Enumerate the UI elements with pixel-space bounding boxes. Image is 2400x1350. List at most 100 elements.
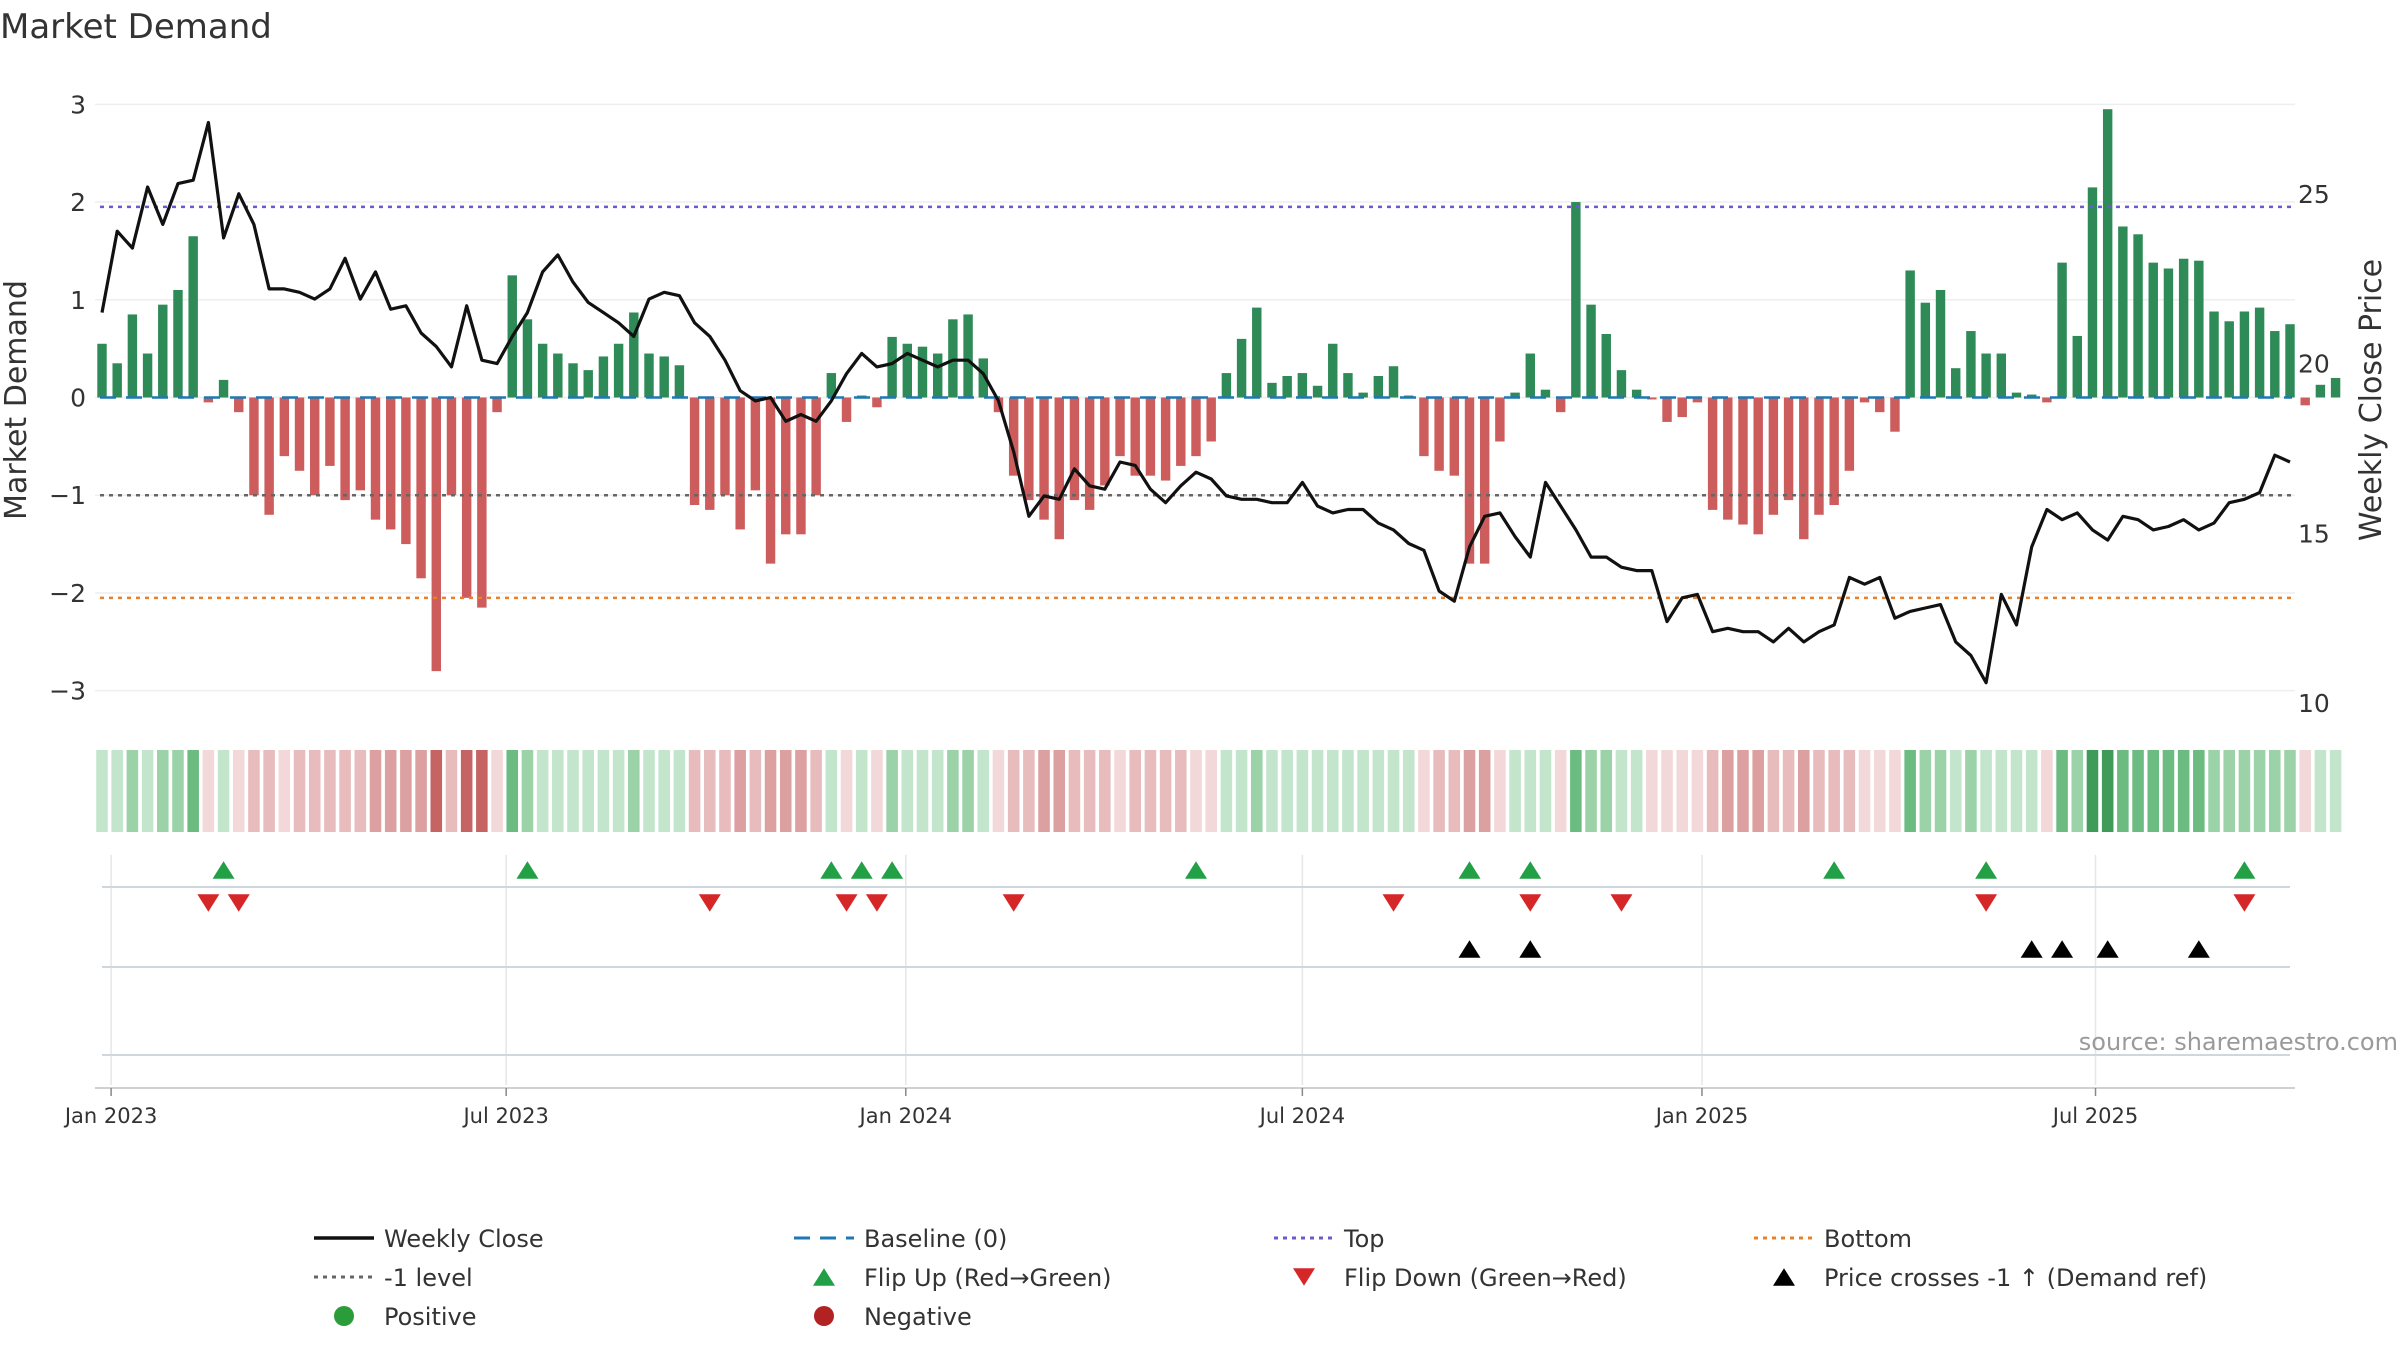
y-tick-label: −2 (49, 579, 86, 608)
demand-bar (477, 397, 487, 608)
heat-cell (1342, 750, 1354, 832)
x-tick-label: Jan 2024 (858, 1104, 953, 1128)
flip-down-marker (2233, 894, 2256, 912)
heat-cell (673, 750, 686, 832)
y-tick-label: 3 (70, 90, 86, 119)
flip-down-marker (835, 894, 858, 912)
demand-bar (735, 397, 745, 530)
heat-cell (567, 750, 579, 832)
demand-bar (1084, 397, 1095, 510)
flip-down-marker (1975, 894, 1998, 912)
demand-bar (1449, 397, 1460, 476)
demand-bar (1464, 397, 1475, 564)
legend-symbol (1773, 1268, 1795, 1286)
demand-bar (1707, 397, 1718, 510)
flip-up-marker (1185, 861, 1207, 879)
y2-tick-label: 25 (2298, 180, 2330, 209)
heat-cell (1402, 750, 1415, 832)
demand-bar (659, 356, 669, 398)
demand-bar (97, 343, 107, 398)
demand-bar (1631, 389, 1642, 398)
demand-bar (841, 397, 852, 422)
demand-bar (1525, 353, 1535, 398)
price-cross-markers (102, 940, 2290, 1056)
demand-bar (1844, 397, 1855, 471)
demand-bar (370, 397, 381, 520)
y-axis-label-left: Market Demand (0, 280, 34, 520)
heat-cell (764, 750, 777, 832)
demand-bar (1039, 397, 1049, 520)
heat-cell (795, 750, 807, 832)
demand-bar (1206, 397, 1216, 442)
demand-bar (811, 397, 821, 496)
heat-cell (1600, 750, 1613, 832)
demand-bar (2194, 260, 2204, 398)
legend-label: Positive (384, 1303, 477, 1331)
heat-cell (1706, 750, 1719, 832)
heat-cell (1858, 750, 1871, 832)
demand-bar (158, 304, 168, 398)
heat-cell (2025, 750, 2038, 832)
heat-cell (2147, 750, 2160, 832)
heat-cell (491, 750, 503, 832)
flip-down-marker (1519, 894, 1542, 912)
heat-cell (202, 750, 215, 832)
demand-bar (2011, 392, 2022, 398)
y-tick-label: 2 (70, 188, 86, 217)
flip-up-marker (2233, 861, 2256, 879)
heat-cell (400, 750, 412, 832)
demand-bar (2102, 109, 2113, 398)
y2-tick-label: 15 (2298, 519, 2330, 548)
flip-down-marker (197, 894, 220, 912)
demand-bar (522, 319, 533, 398)
heat-cell (916, 750, 929, 832)
demand-bar (781, 397, 791, 535)
legend-label: Negative (864, 1303, 972, 1331)
demand-bar (963, 314, 973, 398)
demand-bar (1297, 373, 1308, 398)
demand-bar (902, 343, 913, 398)
heat-cell (886, 750, 898, 832)
y-tick-label: −3 (49, 677, 86, 706)
demand-bar (1115, 397, 1125, 457)
heat-cell (1251, 750, 1263, 832)
flip-up-marker (881, 861, 904, 879)
legend-label: Weekly Close (384, 1225, 544, 1253)
flip-up-marker (1458, 861, 1481, 879)
heat-cell (977, 750, 990, 832)
flip-up-marker (516, 861, 539, 879)
demand-bar (872, 397, 882, 408)
heat-cell (552, 750, 564, 832)
heat-cell (779, 750, 792, 832)
heat-cell (1798, 750, 1810, 832)
heat-cell (1220, 750, 1233, 832)
demand-bar (218, 379, 229, 398)
demand-bar (1951, 368, 1961, 398)
heat-cell (2193, 750, 2205, 832)
demand-bar (583, 370, 593, 398)
demand-bar (2087, 187, 2098, 398)
heat-cell (2238, 750, 2251, 832)
demand-bar (1358, 392, 1368, 398)
heat-cell (1509, 750, 1521, 832)
demand-bar (1723, 397, 1733, 520)
heat-cell (2162, 750, 2175, 832)
demand-bar (1160, 397, 1171, 481)
heat-cell (536, 750, 549, 832)
heat-cell (871, 750, 883, 832)
legend-label: Baseline (0) (864, 1225, 1007, 1253)
heat-cell (1934, 750, 1947, 832)
demand-bar (2163, 268, 2174, 398)
demand-bar (340, 397, 350, 501)
demand-bar (1312, 385, 1323, 398)
demand-bar (796, 397, 806, 535)
demand-bar (2057, 262, 2067, 398)
demand-bar (2042, 397, 2052, 403)
heat-cell (2314, 750, 2327, 832)
heat-cell (1448, 750, 1461, 832)
heat-cell (232, 750, 245, 832)
heat-cell (430, 750, 443, 832)
demand-bar (203, 397, 214, 403)
heat-cell (1053, 750, 1066, 832)
